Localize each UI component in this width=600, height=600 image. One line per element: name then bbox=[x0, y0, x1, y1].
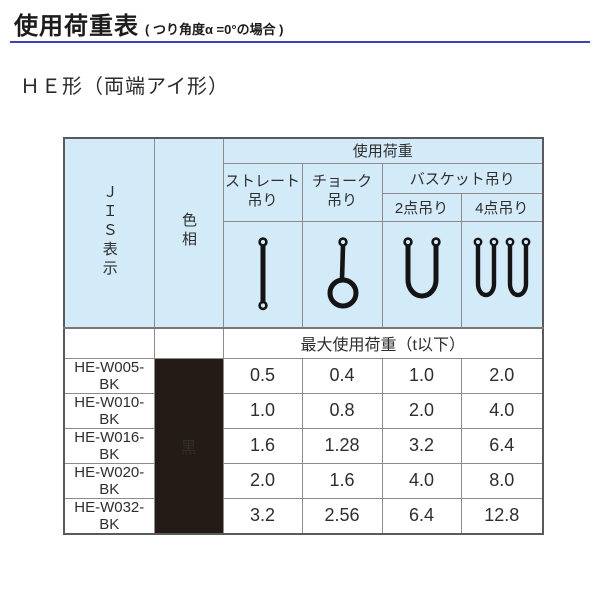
basket-4point-sling-icon-cell bbox=[460, 220, 544, 329]
choke-sling-icon bbox=[327, 237, 359, 309]
section-heading: ＨＥ形（両端アイ形） bbox=[20, 76, 229, 98]
load-value-cell: 2.0 bbox=[222, 462, 303, 499]
load-value-cell: 6.4 bbox=[460, 427, 544, 464]
jis-code-cell: HE-W010-BK bbox=[63, 392, 155, 429]
load-value-cell: 0.5 bbox=[222, 357, 303, 394]
load-value-cell: 12.8 bbox=[460, 497, 544, 534]
straight-sling-icon bbox=[257, 237, 268, 311]
color-value-cell: 黒 bbox=[153, 357, 224, 534]
col-header-basket-group: バスケット吊り bbox=[381, 162, 544, 194]
empty-cell bbox=[63, 327, 155, 359]
basket-2point-sling-icon bbox=[402, 237, 441, 299]
title-row: 使用荷重表 ( つり角度α =0°の場合 ) bbox=[14, 6, 284, 41]
jis-code-cell: HE-W032-BK bbox=[63, 497, 155, 534]
page-title: 使用荷重表 bbox=[14, 13, 139, 40]
load-value-cell: 0.8 bbox=[301, 392, 383, 429]
load-value-cell: 3.2 bbox=[222, 497, 303, 534]
choke-sling-icon-cell bbox=[301, 220, 383, 329]
col-header-basket-2pt: 2点吊り bbox=[381, 192, 462, 222]
empty-cell bbox=[153, 327, 224, 359]
col-header-basket-4pt: 4点吊り bbox=[460, 192, 544, 222]
load-value-cell: 4.0 bbox=[381, 462, 462, 499]
load-value-cell: 8.0 bbox=[460, 462, 544, 499]
col-header-choke: チョーク 吊り bbox=[301, 162, 383, 222]
load-value-cell: 0.4 bbox=[301, 357, 383, 394]
page-title-note: ( つり角度α =0°の場合 ) bbox=[145, 22, 284, 37]
load-value-cell: 2.0 bbox=[381, 392, 462, 429]
col-header-color: 色相 bbox=[153, 137, 224, 329]
col-header-jis-label: ＪＩＳ表示 bbox=[100, 183, 118, 279]
jis-code-cell: HE-W005-BK bbox=[63, 357, 155, 394]
load-value-cell: 1.6 bbox=[222, 427, 303, 464]
group-header-working-load: 使用荷重 bbox=[222, 137, 544, 164]
load-value-cell: 2.0 bbox=[460, 357, 544, 394]
load-value-cell: 1.6 bbox=[301, 462, 383, 499]
jis-code-cell: HE-W016-BK bbox=[63, 427, 155, 464]
load-value-cell: 1.28 bbox=[301, 427, 383, 464]
load-value-cell: 3.2 bbox=[381, 427, 462, 464]
jis-code-cell: HE-W020-BK bbox=[63, 462, 155, 499]
load-value-cell: 4.0 bbox=[460, 392, 544, 429]
basket-4point-sling-icon bbox=[473, 237, 531, 298]
straight-sling-icon-cell bbox=[222, 220, 303, 329]
load-value-cell: 1.0 bbox=[381, 357, 462, 394]
basket-2point-sling-icon-cell bbox=[381, 220, 462, 329]
accent-divider bbox=[10, 41, 590, 43]
load-value-cell: 2.56 bbox=[301, 497, 383, 534]
load-value-cell: 1.0 bbox=[222, 392, 303, 429]
col-header-color-label: 色相 bbox=[180, 212, 197, 250]
col-header-jis: ＪＩＳ表示 bbox=[63, 137, 155, 329]
load-capacity-table: ＪＩＳ表示 色相 使用荷重 ストレート 吊り チョーク 吊り バスケット吊り 2… bbox=[63, 137, 545, 535]
load-value-cell: 6.4 bbox=[381, 497, 462, 534]
max-load-header: 最大使用荷重（t以下） bbox=[222, 327, 544, 359]
col-header-straight: ストレート 吊り bbox=[222, 162, 303, 222]
